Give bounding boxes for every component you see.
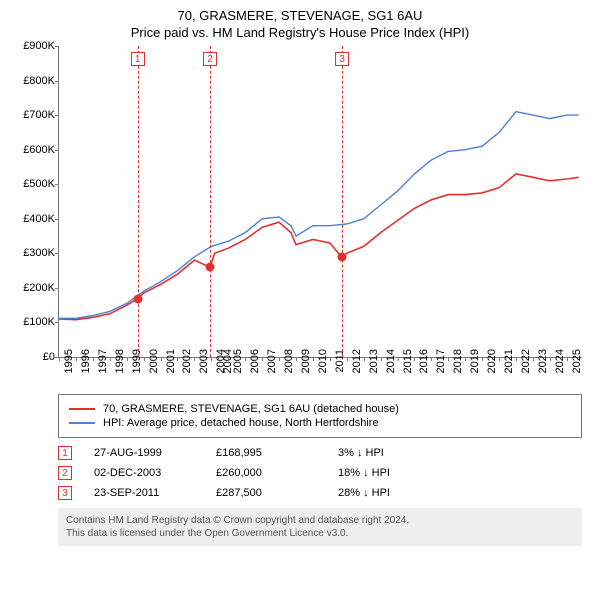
x-axis-label: 2015 [402, 349, 414, 373]
sale-price: £287,500 [216, 487, 316, 499]
x-axis-label: 2009 [300, 349, 312, 373]
x-axis-label: 2011 [334, 349, 346, 373]
y-axis-label: £400K [11, 213, 55, 225]
x-axis-label: 2010 [317, 349, 329, 373]
legend-item-hpi: HPI: Average price, detached house, Nort… [69, 417, 571, 429]
sale-marker-2: 2 [203, 52, 217, 66]
x-axis-label: 2017 [435, 349, 447, 373]
sale-diff: 28% ↓ HPI [338, 487, 438, 499]
x-axis-label: 2001 [165, 349, 177, 373]
y-axis-label: £0 [11, 351, 55, 363]
x-axis-label: 2022 [520, 349, 532, 373]
x-axis-label: 2024 [554, 349, 566, 373]
x-axis-label: 2020 [486, 349, 498, 373]
y-axis-label: £200K [11, 282, 55, 294]
y-axis-label: £100K [11, 316, 55, 328]
x-axis-label: 2023 [537, 349, 549, 373]
legend-swatch-hpi [69, 422, 95, 424]
sales-table: 1 27-AUG-1999 £168,995 3% ↓ HPI 2 02-DEC-2003… [58, 446, 582, 500]
plot-region: £0£100K£200K£300K£400K£500K£600K£700K£80… [58, 46, 582, 358]
sales-row: 3 23-SEP-2011 £287,500 28% ↓ HPI [58, 486, 582, 500]
title-address: 70, GRASMERE, STEVENAGE, SG1 6AU [10, 8, 590, 23]
sale-marker-inline-2: 2 [58, 466, 72, 480]
sale-diff: 3% ↓ HPI [338, 447, 438, 459]
legend-swatch-property [69, 408, 95, 410]
sale-dot-2 [205, 263, 214, 272]
x-axis-label: 2021 [503, 349, 515, 373]
footer-line2: This data is licensed under the Open Gov… [66, 527, 574, 540]
chart-container: 70, GRASMERE, STEVENAGE, SG1 6AU Price p… [0, 0, 600, 556]
sale-price: £168,995 [216, 447, 316, 459]
x-axis-label: 2016 [418, 349, 430, 373]
legend-label-hpi: HPI: Average price, detached house, Nort… [103, 417, 379, 429]
x-axis-label: 2008 [283, 349, 295, 373]
x-axis-label: 1998 [114, 349, 126, 373]
sale-marker-3: 3 [335, 52, 349, 66]
x-axis-label: 2005 [232, 349, 244, 373]
y-axis-label: £500K [11, 178, 55, 190]
x-axis-label: 1995 [63, 349, 75, 373]
sale-price: £260,000 [216, 467, 316, 479]
y-axis-label: £300K [11, 247, 55, 259]
legend-box: 70, GRASMERE, STEVENAGE, SG1 6AU (detach… [58, 394, 582, 438]
sale-vline-3 [342, 46, 343, 357]
x-axis-label: 2012 [351, 349, 363, 373]
sales-row: 2 02-DEC-2003 £260,000 18% ↓ HPI [58, 466, 582, 480]
x-axis-label: 2018 [452, 349, 464, 373]
footer-line1: Contains HM Land Registry data © Crown c… [66, 514, 574, 527]
y-axis-label: £700K [11, 109, 55, 121]
sale-dot-3 [338, 253, 347, 262]
sale-diff: 18% ↓ HPI [338, 467, 438, 479]
y-axis-label: £600K [11, 144, 55, 156]
sale-marker-inline-3: 3 [58, 486, 72, 500]
title-block: 70, GRASMERE, STEVENAGE, SG1 6AU Price p… [10, 8, 590, 40]
title-subtitle: Price paid vs. HM Land Registry's House … [10, 25, 590, 40]
chart-area: £0£100K£200K£300K£400K£500K£600K£700K£80… [58, 46, 582, 386]
y-axis-label: £800K [11, 75, 55, 87]
sale-marker-1: 1 [131, 52, 145, 66]
x-axis-label: 1997 [97, 349, 109, 373]
x-axis-label: 1999 [131, 349, 143, 373]
x-axis-label: 2002 [181, 349, 193, 373]
x-axis-label: 2013 [368, 349, 380, 373]
x-axis-label: 2025 [571, 349, 583, 373]
sales-row: 1 27-AUG-1999 £168,995 3% ↓ HPI [58, 446, 582, 460]
sale-date: 23-SEP-2011 [94, 487, 194, 499]
sale-vline-1 [138, 46, 139, 357]
x-axis-label: 2003 [198, 349, 210, 373]
x-axis-label: 2000 [148, 349, 160, 373]
footer-attribution: Contains HM Land Registry data © Crown c… [58, 508, 582, 546]
y-axis-label: £900K [11, 40, 55, 52]
sale-date: 27-AUG-1999 [94, 447, 194, 459]
sale-dot-1 [133, 294, 142, 303]
legend-item-property: 70, GRASMERE, STEVENAGE, SG1 6AU (detach… [69, 403, 571, 415]
sale-date: 02-DEC-2003 [94, 467, 194, 479]
sale-vline-2 [210, 46, 211, 357]
x-axis-label: 2006 [249, 349, 261, 373]
sale-marker-inline-1: 1 [58, 446, 72, 460]
x-axis-label: 2019 [469, 349, 481, 373]
legend-label-property: 70, GRASMERE, STEVENAGE, SG1 6AU (detach… [103, 403, 399, 415]
x-axis-label: 2007 [266, 349, 278, 373]
x-axis-label: 1996 [80, 349, 92, 373]
x-axis-label: 2014 [385, 349, 397, 373]
